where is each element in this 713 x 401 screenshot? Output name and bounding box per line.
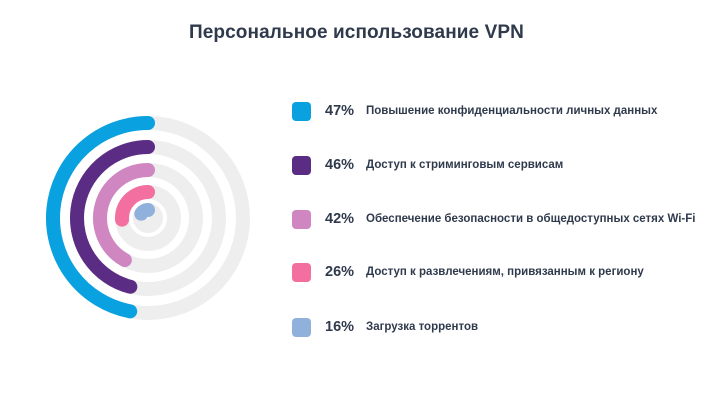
radial-bar-4: [115, 185, 155, 227]
legend-swatch: [292, 101, 311, 121]
legend-swatch: [292, 262, 311, 282]
legend-item: 26% Доступ к развлечениям, привязанным к …: [292, 257, 644, 287]
legend-label: Повышение конфиденциальности личных данн…: [366, 105, 658, 117]
legend-swatch: [292, 209, 311, 229]
legend-percent: 26%: [325, 264, 355, 280]
radial-bar-5: [134, 203, 155, 221]
legend-label: Доступ к развлечениям, привязанным к рег…: [366, 266, 644, 278]
legend-label: Загрузка торрентов: [366, 321, 479, 333]
legend-item: 16% Загрузка торрентов: [292, 312, 478, 342]
legend-percent: 42%: [325, 211, 355, 227]
radial-bar-2: [70, 140, 155, 294]
legend-swatch: [292, 155, 311, 175]
legend-item: 46% Доступ к стриминговым сервисам: [292, 150, 563, 180]
legend-item: 42% Обеспечение безопасности в общедоступ…: [292, 204, 695, 234]
legend-label: Обеспечение безопасности в общедоступных…: [366, 213, 696, 225]
legend-percent: 47%: [325, 103, 355, 119]
legend-swatch: [292, 317, 311, 337]
radial-bar-3: [93, 163, 155, 268]
legend-item: 47% Повышение конфиденциальности личных д…: [292, 96, 657, 126]
legend-percent: 46%: [325, 157, 355, 173]
radial-bar-chart: [46, 116, 250, 320]
legend-percent: 16%: [325, 319, 355, 335]
legend-label: Доступ к стриминговым сервисам: [366, 159, 564, 171]
radial-bar-1: [46, 116, 155, 319]
chart-title: Персональное использование VPN: [189, 22, 524, 43]
